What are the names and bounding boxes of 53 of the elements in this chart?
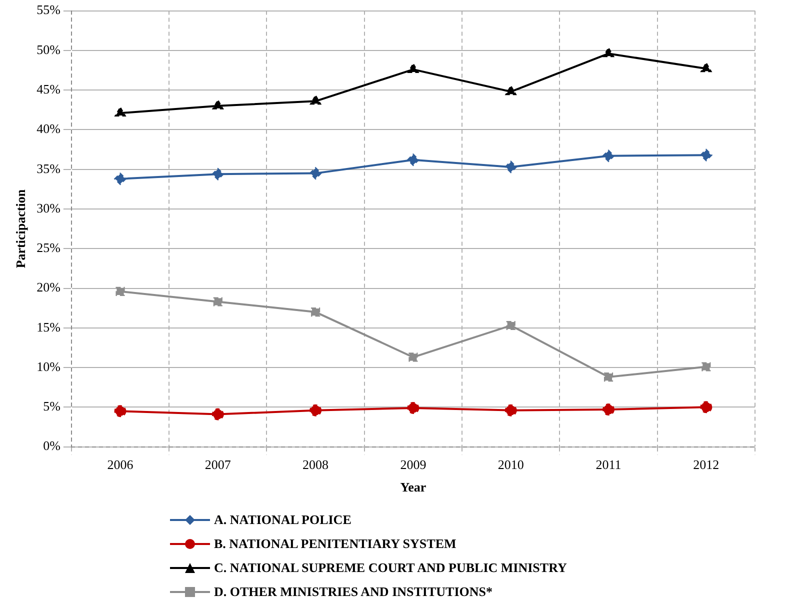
legend-label: C. NATIONAL SUPREME COURT AND PUBLIC MINISTRY xyxy=(214,560,567,576)
point xyxy=(702,362,711,372)
legend-label: B. NATIONAL PENITENTIARY SYSTEM xyxy=(214,536,456,552)
point xyxy=(212,168,224,180)
point xyxy=(407,402,420,414)
x-tick-label: 2011 xyxy=(596,457,622,472)
x-tick-label: 2010 xyxy=(498,457,524,472)
point xyxy=(213,297,222,306)
point xyxy=(700,401,712,414)
legend-label: D. OTHER MINISTRIES AND INSTITUTIONS* xyxy=(214,584,492,600)
x-axis-title: Year xyxy=(400,480,426,495)
y-tick-label: 15% xyxy=(36,319,61,334)
y-tick-label: 25% xyxy=(36,240,61,256)
point xyxy=(310,95,321,105)
x-tick-label: 2006 xyxy=(107,457,134,472)
point xyxy=(212,100,224,110)
x-tick-label: 2009 xyxy=(400,457,426,472)
point xyxy=(408,352,418,362)
x-tick-label: 2007 xyxy=(204,457,232,472)
point xyxy=(408,63,419,73)
point xyxy=(506,86,516,96)
point xyxy=(506,320,516,330)
y-tick-label: 10% xyxy=(36,358,61,374)
x-tick-label: 2008 xyxy=(302,457,329,472)
point xyxy=(602,150,615,162)
point xyxy=(310,167,322,180)
point xyxy=(504,160,517,173)
y-tick-label: 35% xyxy=(36,160,61,176)
point xyxy=(212,408,224,420)
legend-label: A. NATIONAL POLICE xyxy=(214,512,352,528)
y-tick-label: 20% xyxy=(36,280,61,295)
y-tick-label: 30% xyxy=(36,200,61,216)
point xyxy=(310,404,322,416)
y-tick-label: 0% xyxy=(43,438,61,454)
point xyxy=(407,154,420,166)
point xyxy=(603,48,614,58)
point xyxy=(114,172,126,185)
point xyxy=(114,405,126,418)
y-tick-label: 5% xyxy=(43,398,61,414)
point xyxy=(602,404,615,416)
point xyxy=(116,286,125,296)
y-axis-title: Participaction xyxy=(13,188,28,268)
y-tick-label: 40% xyxy=(36,121,61,136)
y-tick-label: 50% xyxy=(36,42,61,57)
point xyxy=(114,107,126,117)
y-tick-label: 45% xyxy=(36,81,61,96)
point xyxy=(700,149,712,162)
point xyxy=(311,308,320,317)
y-tick-label: 55% xyxy=(36,2,61,18)
point xyxy=(504,404,517,416)
point xyxy=(604,372,614,382)
point xyxy=(700,62,712,72)
x-tick-label: 2012 xyxy=(693,457,720,472)
